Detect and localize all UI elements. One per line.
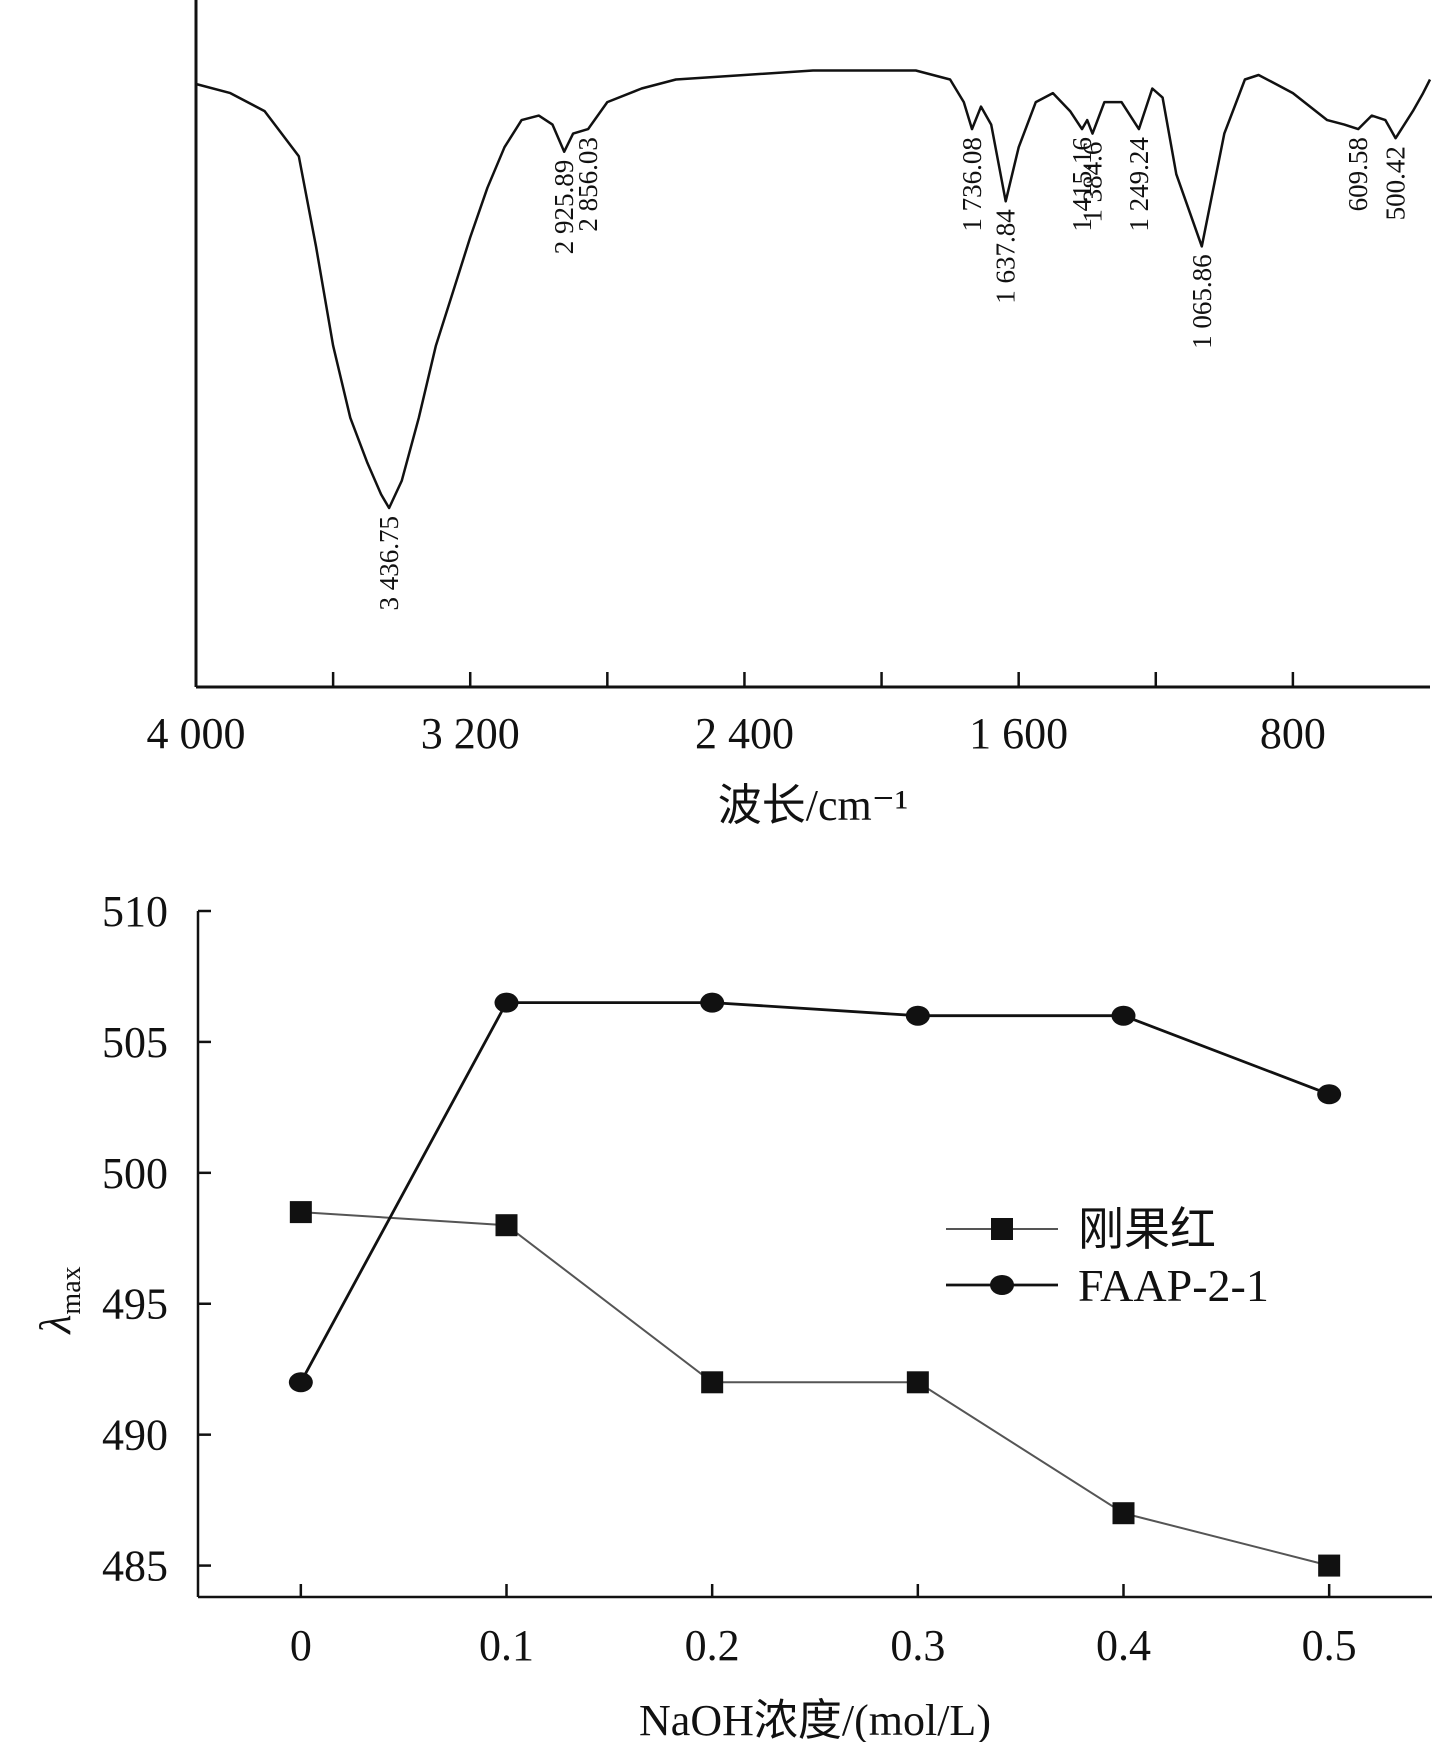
data-point-square xyxy=(289,1201,312,1224)
lam-x-axis-title: NaOH浓度/(mol/L) xyxy=(639,1696,991,1742)
lam-y-tick-label: 495 xyxy=(102,1280,168,1329)
peak-label: 609.58 xyxy=(1343,137,1373,211)
ir-x-axis-title: 波长/cm⁻¹ xyxy=(718,781,908,830)
data-point-circle xyxy=(700,992,725,1013)
data-point-circle xyxy=(288,1372,313,1393)
lam-x-tick-label: 0.3 xyxy=(890,1621,945,1670)
lam-y-tick-label: 490 xyxy=(102,1411,168,1460)
legend-label: 刚果红 xyxy=(1078,1204,1216,1255)
lam-x-tick-label: 0.1 xyxy=(479,1621,534,1670)
legend-label: FAAP-2-1 xyxy=(1078,1260,1269,1311)
legend-marker-square xyxy=(991,1218,1013,1240)
peak-label: 1 415.16 xyxy=(1067,137,1097,232)
series-line xyxy=(299,1001,1330,1383)
data-point-square xyxy=(1318,1554,1341,1577)
peak-label: 500.42 xyxy=(1381,146,1411,220)
data-point-circle xyxy=(1317,1084,1342,1105)
legend-marker-circle xyxy=(990,1275,1014,1295)
lam-y-axis-title: λmax xyxy=(31,1266,87,1335)
peak-label: 1 249.24 xyxy=(1124,137,1154,232)
data-point-square xyxy=(906,1371,929,1394)
peak-label: 3 436.75 xyxy=(374,516,404,611)
ir-x-tick-label: 800 xyxy=(1260,709,1326,758)
ir-x-tick-label: 4 000 xyxy=(147,709,246,758)
lam-y-tick-label: 510 xyxy=(102,887,168,936)
lam-y-tick-label: 505 xyxy=(102,1018,168,1067)
series-line xyxy=(300,1211,1330,1567)
ir-x-tick-label: 2 400 xyxy=(695,709,794,758)
lam-x-tick-label: 0 xyxy=(290,1621,312,1670)
ir-spectrum-line xyxy=(195,69,1432,510)
data-point-square xyxy=(701,1371,724,1394)
data-point-circle xyxy=(494,992,519,1013)
data-point-square xyxy=(1112,1502,1135,1525)
peak-label: 1 384.6 xyxy=(1078,142,1108,223)
lam-x-tick-label: 0.4 xyxy=(1096,1621,1151,1670)
peak-label: 2 925.89 xyxy=(549,160,579,255)
ir-x-tick-label: 3 200 xyxy=(421,709,520,758)
lam-x-tick-label: 0.2 xyxy=(685,1621,740,1670)
ir-x-tick-label: 1 600 xyxy=(969,709,1068,758)
peak-label: 1 065.86 xyxy=(1187,254,1217,349)
data-point-square xyxy=(495,1214,518,1237)
lam-y-tick-label: 500 xyxy=(102,1149,168,1198)
peak-label: 1 736.08 xyxy=(957,137,987,232)
peak-label: 2 856.03 xyxy=(573,137,603,232)
data-point-circle xyxy=(905,1005,930,1026)
data-point-circle xyxy=(1111,1005,1136,1026)
lam-x-tick-label: 0.5 xyxy=(1302,1621,1357,1670)
peak-label: 1 637.84 xyxy=(991,209,1021,304)
ir-spectrum-chart: 4 000 3 200 2 400 1 600 800 3 436.75 2 925.89… xyxy=(147,0,1432,830)
lam-y-tick-label: 485 xyxy=(102,1542,168,1591)
